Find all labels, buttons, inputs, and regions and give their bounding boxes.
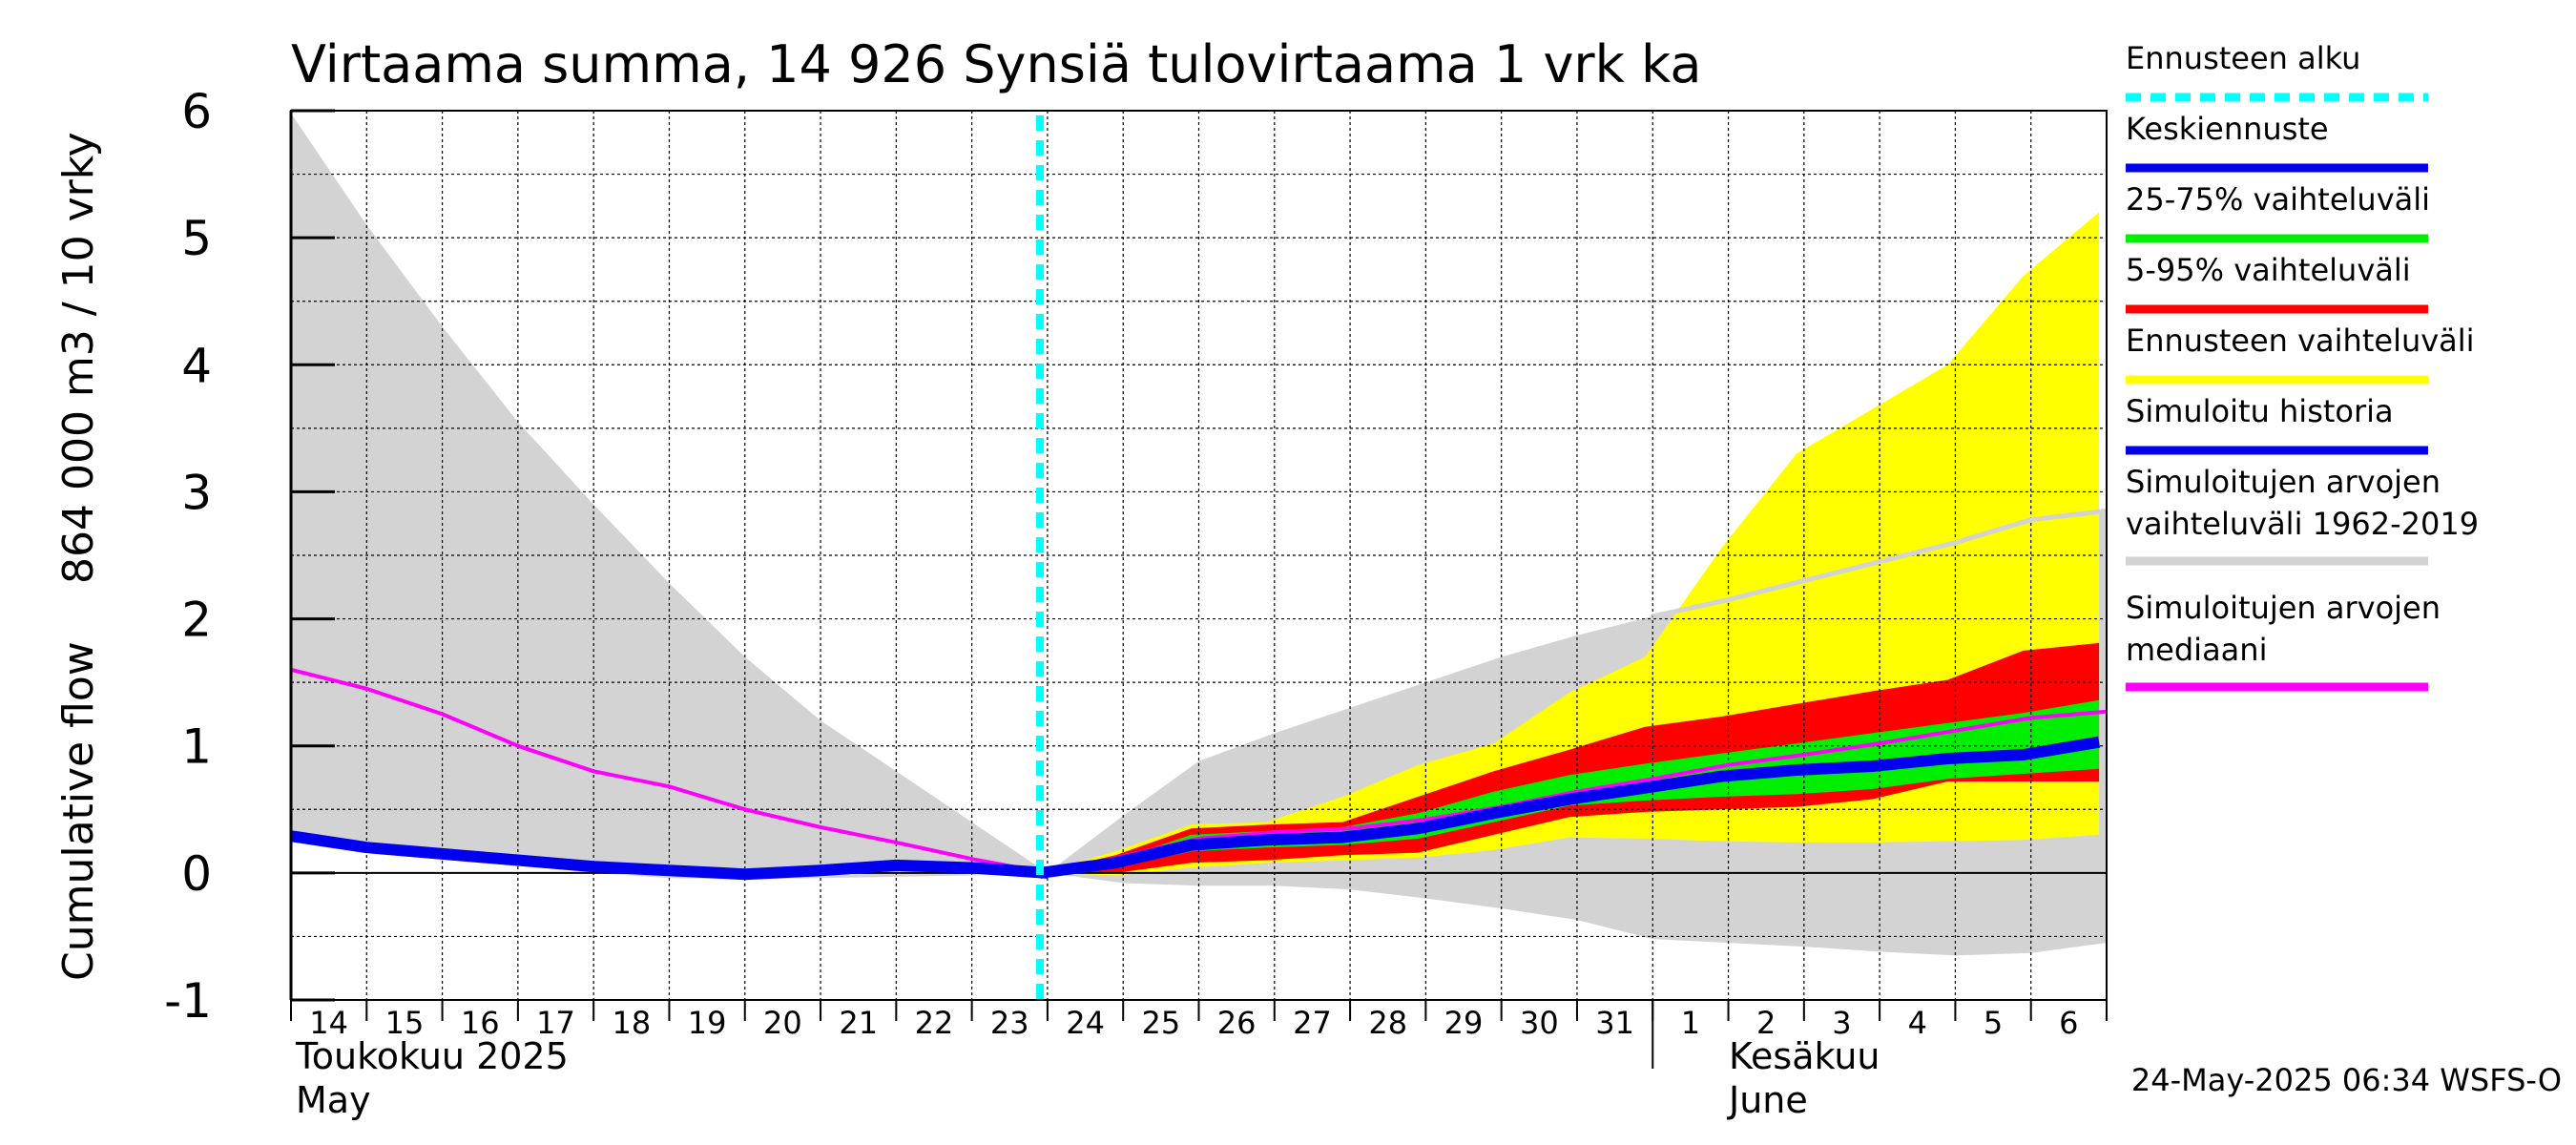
legend-label: 5-95% vaihteluväli [2126, 252, 2411, 288]
x-tick-label: 5 [1984, 1005, 2003, 1041]
y-tick-label: 1 [181, 719, 212, 775]
y-tick-label: 2 [181, 593, 212, 648]
y-tick-label: 3 [181, 465, 212, 520]
legend-label: Simuloitujen arvojen [2126, 590, 2441, 626]
x-tick-label: 16 [461, 1005, 500, 1041]
plot-lines [290, 115, 2108, 1000]
historical-range-upper-line [1652, 508, 2108, 619]
month-label-may-en: May [296, 1079, 371, 1121]
x-tick-label: 14 [309, 1005, 348, 1041]
y-tick-label: 0 [181, 846, 212, 902]
x-tick-label: 24 [1066, 1005, 1105, 1041]
historical-median-line [290, 667, 2108, 875]
x-tick-label: 28 [1368, 1005, 1407, 1041]
legend-label-line2: vaihteluväli 1962-2019 [2126, 506, 2479, 542]
x-tick-label: 22 [915, 1005, 954, 1041]
x-tick-label: 18 [612, 1005, 651, 1041]
x-tick-label: 15 [385, 1005, 425, 1041]
legend-label: Keskiennuste [2126, 111, 2329, 147]
x-tick-label: 23 [990, 1005, 1029, 1041]
x-tick-label: 6 [2059, 1005, 2078, 1041]
legend-label: Ennusteen vaihteluväli [2126, 323, 2475, 359]
legend: Ennusteen alku Keskiennuste 25-75% vaihtel… [2126, 40, 2479, 692]
month-label-june-fi: Kesäkuu [1729, 1035, 1880, 1077]
legend-label: Simuloitu historia [2126, 393, 2394, 429]
x-tick-label: 17 [536, 1005, 575, 1041]
mean-forecast-line [1039, 736, 2101, 879]
x-tick-label: 4 [1908, 1005, 1927, 1041]
y-tick-label: -1 [164, 973, 212, 1029]
chart-title: Virtaama summa, 14 926 Synsiä tulovirtaa… [291, 34, 1701, 94]
x-tick-label: 25 [1141, 1005, 1180, 1041]
y-tick-label: 5 [181, 211, 212, 266]
x-tick-label: 3 [1832, 1005, 1851, 1041]
x-tick-label: 31 [1595, 1005, 1634, 1041]
legend-label-line2: mediaani [2126, 632, 2267, 668]
x-tick-label: 19 [688, 1005, 727, 1041]
legend-label: Ennusteen alku [2126, 40, 2360, 76]
x-tick-label: 26 [1217, 1005, 1257, 1041]
legend-label: 25-75% vaihteluväli [2126, 181, 2430, 218]
x-tick-label: 21 [839, 1005, 878, 1041]
x-tick-label: 30 [1520, 1005, 1559, 1041]
legend-label: Simuloitujen arvojen [2126, 464, 2441, 500]
grid [291, 111, 2107, 1000]
x-tick-label: 27 [1293, 1005, 1332, 1041]
y-tick-label: 4 [181, 338, 212, 393]
x-tick-label: 20 [763, 1005, 802, 1041]
x-tick-label: 29 [1444, 1005, 1484, 1041]
y-axis-label-line2: 864 000 m3 / 10 vrky [54, 132, 103, 584]
month-label-may-fi: Toukokuu 2025 [295, 1035, 569, 1077]
simulated-history-line [290, 830, 1049, 881]
month-label-june-en: June [1727, 1079, 1808, 1121]
timestamp: 24-May-2025 06:34 WSFS-O [2131, 1062, 2562, 1098]
x-tick-label: 1 [1681, 1005, 1700, 1041]
p05-p95-band [1040, 642, 2100, 873]
y-tick-label: 6 [181, 84, 212, 139]
y-axis-label-line1: Cumulative flow [54, 641, 103, 981]
x-tick-label: 2 [1756, 1005, 1776, 1041]
